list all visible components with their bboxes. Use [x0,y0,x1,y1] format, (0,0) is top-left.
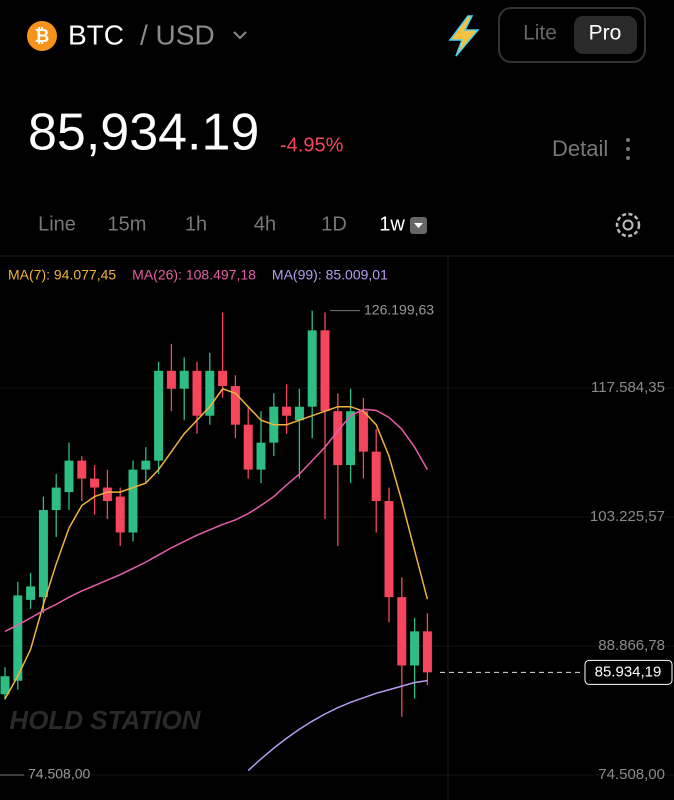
candle-body [422,631,432,673]
detail-dots[interactable] [626,138,630,160]
pro-button[interactable]: Pro [589,22,622,45]
last-price: 85,934.19 [28,104,259,162]
candle-body [192,370,202,416]
ma-legend: MA(7): 94.077,45 MA(26): 108.497,18 MA(99)… [8,267,388,283]
tab-caret[interactable] [414,223,423,228]
timeframe-tab[interactable]: 1h [185,213,207,235]
y-tick-label: 74.508,00 [598,766,665,783]
candle-body [154,370,164,461]
last-price-box [584,659,673,685]
candle-body [26,586,36,600]
candle-body [218,370,228,387]
low-marker-label: 74.508,00 [28,766,90,782]
candle-body [294,406,304,421]
last-price-label: 85.934,19 [595,663,662,680]
plot: 117.584,35 103.225,57 88.866,78 74.508,00 12… [0,301,674,783]
ma-legend-item: MA(7): 94.077,45 [8,267,116,283]
candle-body [256,442,266,470]
btc-glyph: ₿ [35,26,50,46]
pair[interactable]: / USD [140,19,215,50]
high-marker-label: 126.199,63 [364,301,434,317]
candle-body [51,487,61,511]
candle-body [333,411,343,466]
y-tick-label: 103.225,57 [590,508,665,525]
timeframe-tab[interactable]: 4h [254,213,276,235]
candle-body [205,370,215,416]
timeframe-tab[interactable]: 1D [321,213,347,235]
candle-body [0,676,10,695]
flash-icon[interactable] [448,15,480,57]
ma-line [4,408,429,632]
candle-body [90,478,100,488]
lite-button[interactable]: Lite [523,22,557,45]
timeframe-tab[interactable]: 15m [108,213,147,235]
tabs: Line 15m 1h 4h 1D 1w [38,213,427,235]
candle-body [384,501,394,598]
symbol[interactable]: BTC [68,19,124,50]
ma-legend-item: MA(26): 108.497,18 [132,267,256,283]
pair-dropdown[interactable] [233,31,247,40]
ma-legend-item: MA(99): 85.009,01 [272,267,388,283]
candle-body [346,411,356,466]
btc-icon [27,21,57,51]
candle-body [166,370,176,389]
candle-body [115,496,125,533]
candle-body [282,406,292,416]
candle-body [307,330,317,407]
settings-icon[interactable] [615,212,641,238]
candle-body [397,597,407,666]
candle-body [371,451,381,502]
detail-link[interactable]: Detail [552,136,608,161]
pro-bg [574,16,637,54]
candle-body [102,487,112,502]
candle-body [243,424,253,470]
candle-body [13,595,23,681]
candle-body [320,330,330,412]
candle-body [358,411,368,452]
candle-body [141,460,151,470]
ma-line [247,679,428,772]
timeframe-tab[interactable]: 1w [379,213,405,235]
y-tick-label: 117.584,35 [591,379,665,396]
watermark: HOLD STATION [9,705,201,735]
candle-body [38,510,48,598]
y-tick-label: 88.866,78 [598,637,665,654]
timeframe-tab[interactable]: Line [38,213,76,235]
candle-body [64,460,74,493]
candle-body [128,469,138,533]
ma-line [4,387,429,700]
candle-body [77,460,87,479]
candle-body [179,370,189,389]
price-change: -4.95% [280,134,344,156]
candle-body [230,386,240,425]
candle-body [410,631,420,666]
